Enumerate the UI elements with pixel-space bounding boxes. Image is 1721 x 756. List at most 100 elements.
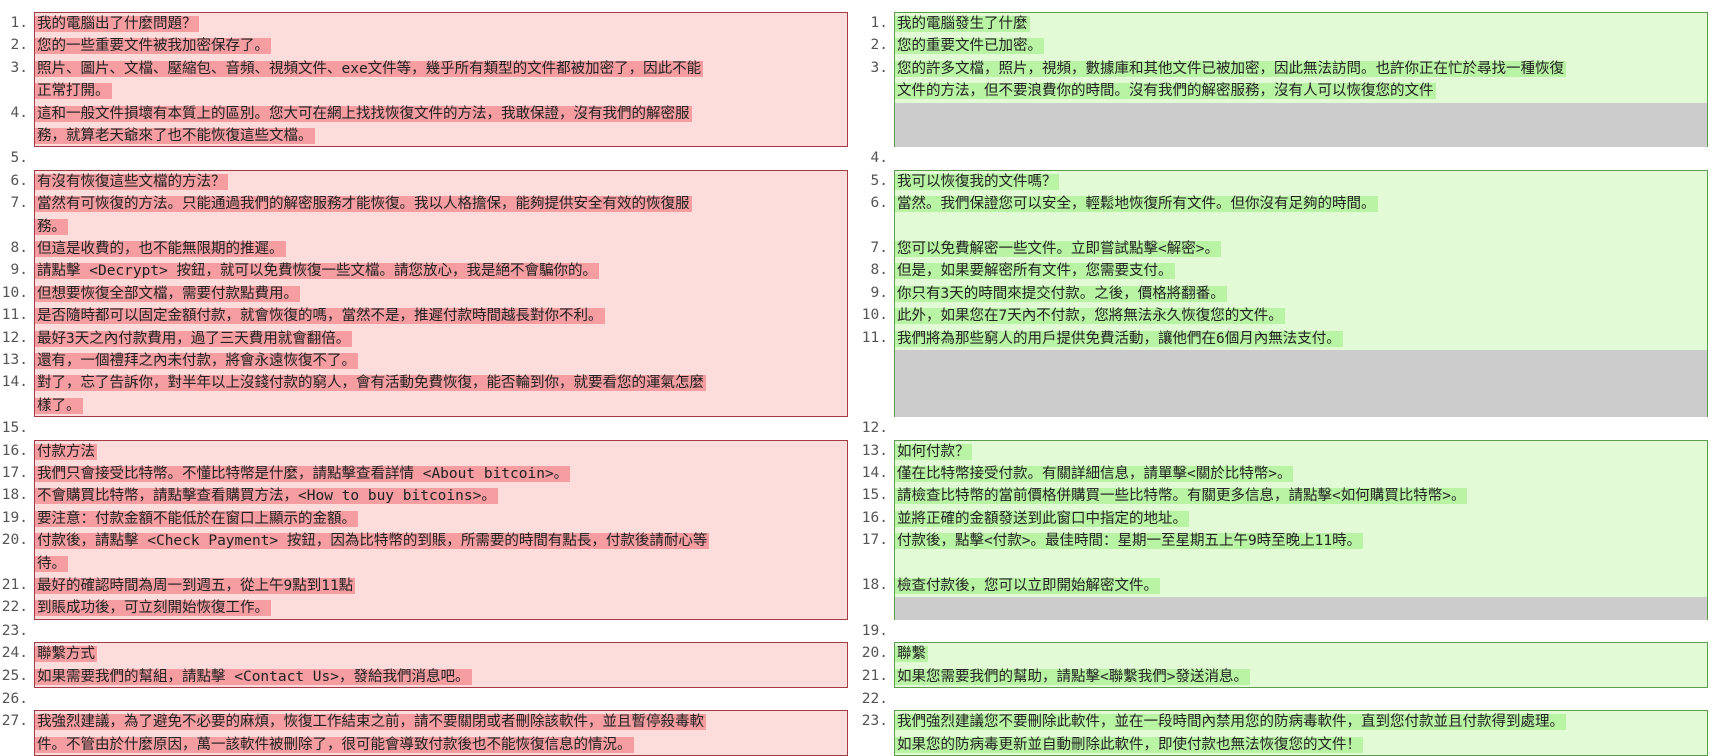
diff-line: 待。 — [35, 553, 68, 575]
removed-hunk: 我強烈建議，為了避免不必要的麻煩，恢復工作結束之前，請不要關閉或者刪除該軟件，並… — [34, 710, 848, 756]
diff-line-text: 對了，忘了告訴你，對半年以上沒錢付款的窮人，會有活動免費恢復，能否輪到你，就要看… — [35, 375, 706, 392]
line-number: 23. — [861, 713, 888, 730]
line-number: 6. — [870, 195, 888, 212]
diff-line: 僅在比特幣接受付款。有關詳細信息，請單擊<關於比特幣>。 — [895, 463, 1294, 485]
line-number: 9. — [10, 262, 28, 279]
added-hunk: 我可以恢復我的文件嗎？ 當然。我們保證您可以安全，輕鬆地恢復所有文件。但你沒有足夠… — [894, 169, 1708, 418]
added-hunk: 如何付款？ 僅在比特幣接受付款。有關詳細信息，請單擊<關於比特幣>。請檢查比特幣的… — [894, 439, 1708, 620]
line-number: 14. — [1, 374, 28, 391]
line-number: 19. — [861, 622, 888, 639]
diff-line: 請檢查比特幣的當前價格併購買一些比特幣。有關更多信息，請點擊<如何購買比特幣>。 — [895, 485, 1468, 507]
line-number: 4. — [870, 150, 888, 167]
alignment-filler — [895, 349, 1707, 418]
line-number: 2. — [10, 37, 28, 54]
diff-line-text: 您可以免費解密一些文件。立即嘗試點擊<解密>。 — [895, 240, 1221, 257]
diff-line: 聯繫方式 — [35, 643, 97, 665]
diff-line: 如果您需要我們的幫助，請點擊<聯繫我們>發送消息。 — [895, 666, 1250, 688]
line-number: 17. — [861, 532, 888, 549]
diff-line-text: 我的電腦出了什麼問題？ — [35, 16, 199, 32]
diff-line-text: 我們將為那些窮人的用戶提供免費活動，讓他們在6個月內無法支付。 — [895, 330, 1343, 347]
diff-line-text: 我強烈建議，為了避免不必要的麻煩，恢復工作結束之前，請不要關閉或者刪除該軟件，並… — [35, 714, 706, 731]
diff-line-text: 僅在比特幣接受付款。有關詳細信息，請單擊<關於比特幣>。 — [895, 465, 1294, 482]
diff-line-text: 正常打開。 — [35, 83, 112, 100]
diff-line: 並將正確的金額發送到此窗口中指定的地址。 — [895, 508, 1189, 530]
diff-line: 聯繫 — [895, 643, 928, 665]
line-number: 16. — [1, 442, 28, 459]
diff-line: 還有，一個禮拜之內未付款，將會永遠恢復不了。 — [35, 350, 358, 372]
diff-line-text: 到賬成功後，可立刻開始恢復工作。 — [35, 600, 271, 617]
line-number: 22. — [861, 691, 888, 707]
line-number: 13. — [1, 352, 28, 368]
diff-line: 您的一些重要文件被我加密保存了。 — [35, 35, 271, 57]
diff-line-text: 您的重要文件已加密。 — [895, 38, 1044, 55]
added-hunk: 我們強烈建議您不要刪除此軟件，並在一段時間內禁用您的防病毒軟件，直到您付款並且付… — [894, 710, 1708, 756]
line-number: 8. — [10, 240, 28, 256]
diff-line: 但這是收費的，也不能無限期的推遲。 — [35, 238, 286, 260]
diff-line-text: 您的許多文檔，照片，視頻，數據庫和其他文件已被加密，因此無法訪問。也許你正在忙於… — [895, 60, 1566, 77]
diff-line: 我們強烈建議您不要刪除此軟件，並在一段時間內禁用您的防病毒軟件，直到您付款並且付… — [895, 711, 1566, 733]
diff-line: 請點擊 <Decrypt> 按鈕，就可以免費恢復一些文檔。請您放心，我是絕不會騙… — [35, 260, 600, 282]
line-number: 7. — [870, 240, 888, 256]
line-number: 23. — [1, 622, 28, 639]
diff-line-text: 務，就算老天爺來了也不能恢復這些文檔。 — [35, 128, 315, 144]
diff-line-text: 付款後，請點擊 <Check Payment> 按鈕，因為比特幣的到賬，所需要的… — [35, 533, 710, 550]
diff-line-text: 這和一般文件損壞有本質上的區別。您大可在網上找找恢復文件的方法，我敢保證，沒有我… — [35, 105, 692, 122]
line-number: 27. — [1, 713, 28, 730]
diff-line-text: 待。 — [35, 555, 68, 572]
diff-line: 務，就算老天爺來了也不能恢復這些文檔。 — [35, 125, 315, 147]
added-hunk: 我的電腦發生了什麼 您的重要文件已加密。您的許多文檔，照片，視頻，數據庫和其他文件… — [894, 12, 1708, 148]
diff-line: 您的許多文檔，照片，視頻，數據庫和其他文件已被加密，因此無法訪問。也許你正在忙於… — [895, 58, 1566, 80]
diff-line: 我可以恢復我的文件嗎？ — [895, 171, 1059, 193]
removed-hunk: 我的電腦出了什麼問題？ 您的一些重要文件被我加密保存了。照片、圖片、文檔、壓縮包、… — [34, 12, 848, 148]
line-number: 21. — [1, 577, 28, 593]
line-number: 19. — [1, 509, 28, 526]
diff-line: 要注意：付款金額不能低於在窗口上顯示的金額。 — [35, 508, 358, 530]
line-number: 1. — [10, 15, 28, 31]
line-number: 21. — [861, 667, 888, 684]
line-number: 12. — [861, 420, 888, 437]
diff-line: 照片、圖片、文檔、壓縮包、音頻、視頻文件、exe文件等，幾乎所有類型的文件都被加… — [35, 58, 704, 80]
diff-line-text: 照片、圖片、文檔、壓縮包、音頻、視頻文件、exe文件等，幾乎所有類型的文件都被加… — [35, 60, 704, 77]
diff-line: 但是，如果要解密所有文件，您需要支付。 — [895, 260, 1175, 282]
line-number: 11. — [1, 307, 28, 324]
diff-line-text: 你只有3天的時間來提交付款。之後，價格將翻番。 — [895, 285, 1227, 302]
diff-line-text: 付款方法 — [35, 443, 97, 460]
diff-line-text: 並將正確的金額發送到此窗口中指定的地址。 — [895, 510, 1189, 527]
line-number: 10. — [861, 307, 888, 324]
line-number: 5. — [870, 172, 888, 189]
diff-line-text: 請檢查比特幣的當前價格併購買一些比特幣。有關更多信息，請點擊<如何購買比特幣>。 — [895, 488, 1468, 505]
line-number: 16. — [861, 509, 888, 526]
line-number: 10. — [1, 284, 28, 301]
line-number: 4. — [10, 104, 28, 121]
diff-line: 我的電腦出了什麼問題？ — [35, 13, 199, 35]
line-number: 13. — [861, 442, 888, 459]
line-number: 9. — [870, 284, 888, 301]
diff-line: 樣了。 — [35, 395, 83, 417]
line-number: 7. — [10, 195, 28, 212]
diff-line: 件。不管由於什麼原因，萬一該軟件被刪除了，很可能會導致付款後也不能恢復信息的情況… — [35, 734, 634, 756]
diff-line: 您的重要文件已加密。 — [895, 35, 1044, 57]
diff-line: 如果需要我們的幫組，請點擊 <Contact Us>，發給我們消息吧。 — [35, 666, 472, 688]
diff-line-text: 文件的方法，但不要浪費你的時間。沒有我們的解密服務，沒有人可以恢復您的文件 — [895, 83, 1436, 100]
line-number: 5. — [10, 150, 28, 167]
diff-line-text: 務。 — [35, 218, 68, 235]
removed-hunk: 聯繫方式如果需要我們的幫組，請點擊 <Contact Us>，發給我們消息吧。 — [34, 642, 848, 688]
line-number: 3. — [10, 59, 28, 76]
line-number: 18. — [1, 487, 28, 504]
diff-line-text: 我的電腦發生了什麼 — [895, 16, 1030, 32]
diff-line-text: 樣了。 — [35, 397, 83, 414]
diff-line: 當然有可恢復的方法。只能通過我們的解密服務才能恢復。我以人格擔保，能夠提供安全有… — [35, 193, 692, 215]
diff-line-text: 當然。我們保證您可以安全，輕鬆地恢復所有文件。但你沒有足夠的時間。 — [895, 196, 1378, 213]
diff-line: 最好的確認時間為周一到週五，從上午9點到11點 — [35, 575, 356, 597]
diff-line-text: 聯繫方式 — [35, 646, 97, 663]
diff-line-text: 最好3天之內付款費用，過了三天費用就會翻倍。 — [35, 330, 353, 347]
diff-line-text: 但這是收費的，也不能無限期的推遲。 — [35, 240, 286, 257]
diff-line: 付款後，請點擊 <Check Payment> 按鈕，因為比特幣的到賬，所需要的… — [35, 530, 710, 552]
diff-line-text: 此外，如果您在7天內不付款，您將無法永久恢復您的文件。 — [895, 308, 1285, 325]
diff-line-text: 檢查付款後，您可以立即開始解密文件。 — [895, 577, 1160, 594]
diff-line: 如何付款？ — [895, 441, 972, 463]
line-number: 1. — [870, 15, 888, 31]
diff-line-text: 最好的確認時間為周一到週五，從上午9點到11點 — [35, 577, 356, 594]
diff-line: 如果您的防病毒更新並自動刪除此軟件，即使付款也無法恢復您的文件！ — [895, 734, 1363, 756]
